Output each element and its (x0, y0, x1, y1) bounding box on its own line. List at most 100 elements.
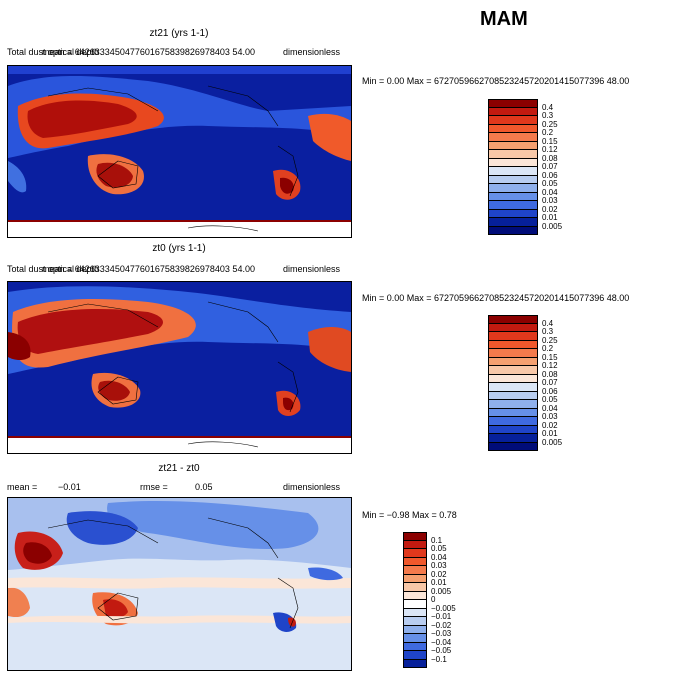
colorbar-label: 0.12 (542, 145, 558, 154)
colorbar-cell (403, 549, 427, 558)
panel3-units: dimensionless (283, 482, 341, 492)
colorbar-cell (488, 417, 538, 426)
colorbar-cell (403, 557, 427, 566)
colorbar-label: 0.01 (542, 213, 558, 222)
panel3-map (7, 497, 352, 671)
colorbar-cell (488, 391, 538, 400)
panel3-rmse-label: rmse = (140, 482, 168, 492)
colorbar-cell (488, 400, 538, 409)
colorbar-label: 0.15 (542, 136, 558, 146)
colorbar-label: −0.02 (431, 620, 452, 630)
colorbar-label: 0.02 (542, 420, 558, 430)
colorbar-cell (488, 434, 538, 443)
panel1-range: Min = 0.00 Max = 67270596627085232457202… (362, 76, 630, 86)
colorbar-cell (488, 116, 538, 125)
colorbar-cell (488, 315, 538, 324)
colorbar-cell (403, 625, 427, 634)
colorbar-label: 0.3 (542, 111, 554, 120)
colorbar-cell (488, 218, 538, 227)
panel2-field-label: Total dust optical depth (7, 264, 100, 274)
colorbar-cell (488, 332, 538, 341)
colorbar-cell (488, 107, 538, 116)
colorbar-label: −0.03 (431, 629, 452, 638)
colorbar-cell (403, 566, 427, 575)
panel3-mean-label: mean = (7, 482, 38, 492)
colorbar-cell (403, 651, 427, 660)
colorbar-label: 0.06 (542, 170, 558, 180)
colorbar-cell (488, 425, 538, 434)
colorbar-label: 0.07 (542, 162, 558, 171)
colorbar-frame (403, 532, 427, 668)
panel3-colorbar: 0.1 0.05 0.04 0.03 0.02 0.01 0.005 0 −0.005 −0.01… (403, 532, 523, 668)
colorbar-cell (488, 366, 538, 375)
colorbar-label: 0.12 (542, 361, 558, 370)
colorbar-cell (403, 540, 427, 549)
colorbar-label: 0.25 (542, 335, 558, 345)
panel2-title: zt0 (yrs 1-1) (152, 243, 206, 254)
colorbar-label: 0.05 (431, 544, 447, 553)
colorbar-label: 0.04 (542, 187, 558, 197)
colorbar-label: 0.04 (542, 403, 558, 413)
colorbar-cell (488, 340, 538, 349)
panel3-rmse-value: 0.05 (195, 482, 213, 492)
colorbar-cell (488, 158, 538, 167)
colorbar-label: 0.04 (431, 552, 447, 562)
panel1-field-label: Total dust optical depth (7, 47, 100, 57)
colorbar-label: −0.005 (431, 603, 456, 613)
colorbar-cell (488, 374, 538, 383)
colorbar-cell (403, 617, 427, 626)
colorbar-label: 0.4 (542, 318, 554, 328)
panel1-units: dimensionless (283, 47, 341, 57)
colorbar-frame (488, 315, 538, 451)
colorbar-cell (488, 175, 538, 184)
panel1-title: zt21 (yrs 1-1) (149, 28, 209, 39)
colorbar-cell (403, 608, 427, 617)
colorbar-label: 0.08 (542, 153, 558, 163)
panel1-colorbar: 0.4 0.3 0.25 0.2 0.15 0.12 0.08 0.07 0.06 0.05 0.0… (488, 99, 608, 235)
colorbar-label: 0 (431, 595, 436, 604)
colorbar-label: 0.005 (431, 586, 452, 596)
colorbar-cell (488, 184, 538, 193)
colorbar-cell (488, 349, 538, 358)
panel2-range: Min = 0.00 Max = 67270596627085232457202… (362, 293, 630, 303)
colorbar-label: 0.07 (542, 378, 558, 387)
colorbar-cell (488, 141, 538, 150)
panel3-mean-value: −0.01 (58, 482, 81, 492)
panel1-mean: mean = 6426333450477601675839826978403 5… (42, 47, 255, 57)
colorbar-cell (403, 583, 427, 592)
panel2-units: dimensionless (283, 264, 341, 274)
colorbar-cell (403, 642, 427, 651)
colorbar-cell (403, 591, 427, 600)
colorbar-label: 0.05 (542, 395, 558, 404)
colorbar-label: 0.3 (542, 327, 554, 336)
panel2-map (7, 281, 352, 454)
colorbar-label: 0.02 (431, 569, 447, 579)
panel2-colorbar: 0.4 0.3 0.25 0.2 0.15 0.12 0.08 0.07 0.06 0.05 0.0… (488, 315, 608, 451)
colorbar-label: 0.01 (431, 578, 447, 587)
colorbar-label: 0.06 (542, 386, 558, 396)
colorbar-label: −0.1 (431, 654, 447, 664)
colorbar-label: 0.03 (431, 561, 447, 570)
colorbar-label: 0.01 (542, 429, 558, 438)
colorbar-label: 0.2 (542, 344, 554, 353)
colorbar-label: 0.1 (431, 535, 443, 545)
colorbar-cell (488, 209, 538, 218)
colorbar-label: 0.4 (542, 102, 554, 112)
colorbar-cell (488, 167, 538, 176)
colorbar-cell (488, 408, 538, 417)
colorbar-label: 0.03 (542, 196, 558, 205)
colorbar-cell (488, 99, 538, 108)
colorbar-cell (488, 192, 538, 201)
colorbar-cell (403, 634, 427, 643)
colorbar-label: −0.01 (431, 612, 452, 621)
colorbar-label: 0.15 (542, 352, 558, 362)
panel1-map (7, 65, 352, 238)
colorbar-label: 0.005 (542, 221, 563, 231)
colorbar-cell (403, 532, 427, 541)
colorbar-label: 0.2 (542, 128, 554, 137)
season-title: MAM (480, 8, 528, 30)
colorbar-cell (488, 201, 538, 210)
colorbar-cell (488, 150, 538, 159)
colorbar-cell (488, 133, 538, 142)
colorbar-cell (488, 383, 538, 392)
